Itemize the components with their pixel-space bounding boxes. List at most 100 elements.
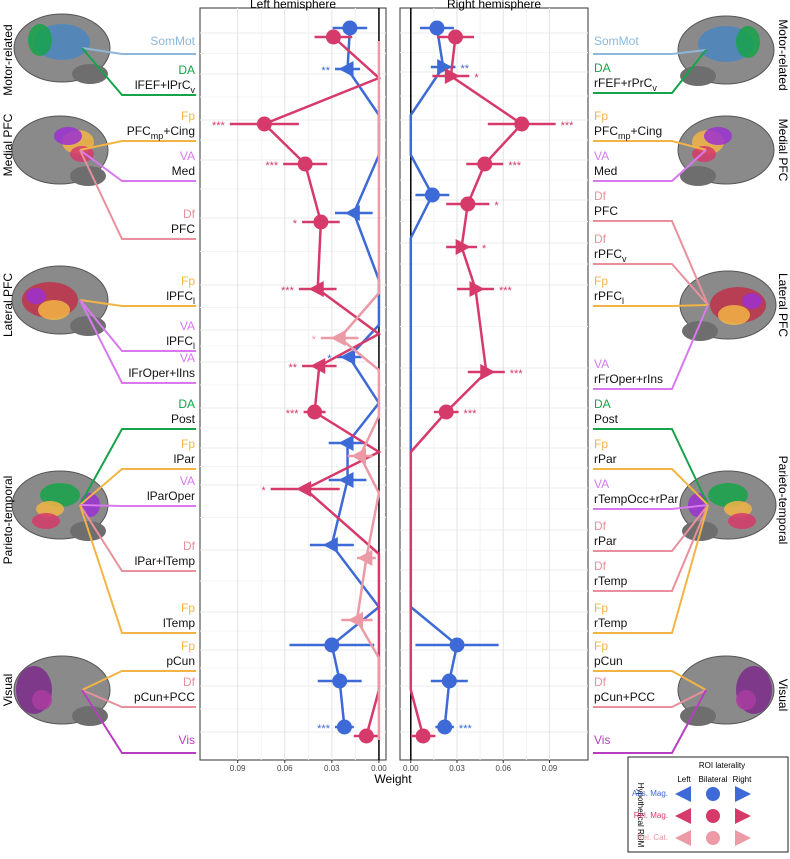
- x-tick-label: 0.06: [495, 764, 511, 773]
- roi-label-part: Med: [172, 164, 195, 178]
- network-label: DA: [178, 63, 195, 77]
- connector: [593, 670, 707, 691]
- point: [336, 719, 352, 735]
- significance: ***: [510, 368, 524, 380]
- roi-label-part: +Cing: [163, 124, 195, 138]
- roi-patch: [28, 24, 52, 56]
- x-tick-label: 0.03: [449, 764, 465, 773]
- point: [310, 358, 326, 374]
- roi-label: rTemp: [594, 574, 628, 588]
- significance: *: [327, 353, 332, 365]
- point: [338, 472, 354, 488]
- connector: [79, 149, 196, 182]
- significance: ***: [464, 408, 478, 420]
- roi-label-part: PFC: [594, 204, 618, 218]
- roi-label-part: pCun+PCC: [594, 690, 655, 704]
- legend-label: Abs. Mag.: [632, 789, 668, 798]
- legend-row-title: Hypothetical RDM: [636, 783, 645, 848]
- roi-label: rPar: [594, 452, 617, 466]
- group-label: Motor-related: [776, 19, 790, 90]
- legend-marker: [706, 787, 720, 801]
- roi-label: PFC: [594, 204, 618, 218]
- connector: [593, 504, 709, 510]
- connector: [81, 670, 196, 691]
- group-label: Lateral PFC: [776, 273, 790, 337]
- legend-marker: [706, 831, 720, 845]
- point: [477, 156, 493, 172]
- significance: ***: [499, 285, 513, 297]
- significance: **: [460, 63, 469, 75]
- significance: ***: [265, 160, 279, 172]
- roi-label: PFC: [171, 222, 195, 236]
- cerebellum: [70, 166, 106, 186]
- roi-patch: [728, 513, 756, 529]
- roi-label-part: Med: [594, 164, 617, 178]
- significance: **: [288, 362, 297, 374]
- group-label: Medial PFC: [776, 119, 790, 182]
- roi-label-part: lPFC: [166, 289, 193, 303]
- connector: [79, 428, 196, 506]
- network-label: Vis: [594, 733, 610, 747]
- connector: [79, 504, 196, 507]
- roi-label: rPar: [594, 534, 617, 548]
- roi-label-part: rTempOcc+rPar: [594, 492, 678, 506]
- point: [313, 214, 329, 230]
- panel-title: Left hemisphere: [250, 0, 336, 11]
- connector: [81, 689, 196, 708]
- connector: [81, 47, 196, 55]
- roi-label-part: pCun+PCC: [134, 690, 195, 704]
- network-label: VA: [594, 149, 609, 163]
- network-label: Fp: [594, 437, 608, 451]
- point: [307, 404, 323, 420]
- roi-label-part: lFrOper+lIns: [129, 366, 195, 380]
- roi-label: lPFCl: [166, 289, 195, 306]
- roi-patch: [32, 690, 52, 710]
- x-tick-label: 0.09: [542, 764, 558, 773]
- point: [480, 364, 496, 380]
- roi-patch: [36, 501, 64, 517]
- group-label: Visual: [776, 679, 790, 711]
- point: [308, 281, 324, 297]
- connector: [593, 689, 707, 754]
- connector: [79, 504, 196, 572]
- network-label: Fp: [181, 601, 195, 615]
- roi-label-part: pCun: [594, 654, 623, 668]
- x-tick-label: 0.03: [324, 764, 340, 773]
- network-label: Fp: [181, 274, 195, 288]
- point: [429, 20, 445, 36]
- point: [297, 156, 313, 172]
- legend-marker: [675, 808, 691, 824]
- x-axis-label: Weight: [374, 772, 412, 786]
- connector: [593, 504, 709, 634]
- panel: [199, 7, 387, 761]
- group-label: Lateral PFC: [1, 273, 15, 337]
- significance: ***: [281, 285, 295, 297]
- connector: [593, 49, 707, 94]
- network-label: SomMot: [150, 34, 195, 48]
- point: [441, 673, 457, 689]
- connector: [79, 299, 196, 384]
- cerebellum: [72, 64, 108, 84]
- connector: [79, 299, 196, 307]
- connector: [79, 299, 196, 352]
- point: [437, 59, 453, 75]
- network-label: Df: [183, 675, 196, 689]
- roi-label: PFCmp+Cing: [594, 124, 662, 141]
- panel-title: Right hemisphere: [447, 0, 541, 11]
- roi-label-part: v: [622, 254, 627, 264]
- connector: [593, 504, 709, 552]
- roi-patch: [38, 300, 70, 320]
- roi-label: rFEF+rPrCv: [594, 76, 657, 93]
- roi-label-part: rFrOper+rIns: [594, 372, 663, 386]
- connector: [79, 149, 196, 240]
- legend-column: Bilateral: [699, 775, 728, 784]
- roi-label-part: PFC: [594, 124, 618, 138]
- network-label: VA: [180, 351, 195, 365]
- point: [330, 330, 346, 346]
- roi-label-part: v: [191, 85, 196, 95]
- connector: [593, 468, 709, 506]
- roi-label-part: v: [652, 83, 657, 93]
- connector: [593, 689, 707, 708]
- significance: *: [474, 72, 479, 84]
- network-label: SomMot: [594, 34, 639, 48]
